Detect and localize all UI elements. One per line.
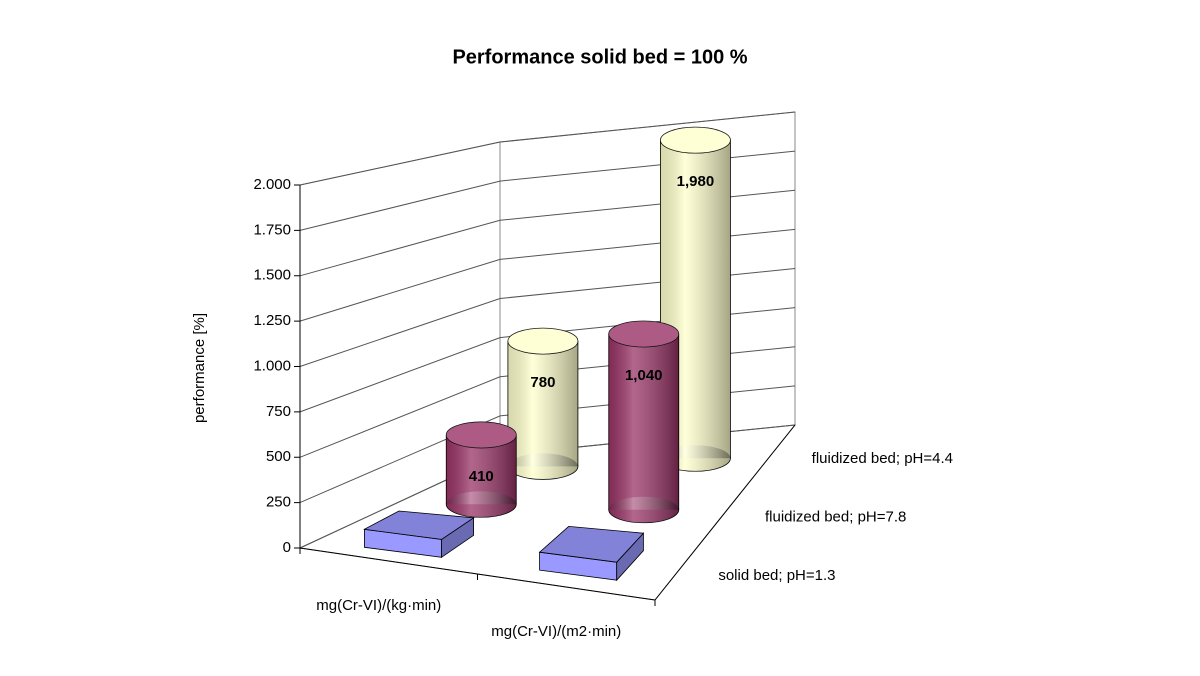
y-tick-label: 1.250 [253, 312, 291, 329]
y-tick-label: 2.000 [253, 176, 291, 193]
bar-top-shade [507, 328, 578, 355]
y-tick-label: 500 [266, 448, 291, 465]
x-tick-label: mg(Cr-VI)/(kg·min) [316, 597, 441, 614]
y-tick-label: 250 [266, 494, 291, 511]
depth-label: fluidized bed; pH=7.8 [765, 508, 906, 525]
bar-top [538, 525, 645, 563]
bar-top [363, 510, 475, 540]
data-label: 1,980 [677, 173, 715, 190]
bar-side-shade [616, 533, 644, 581]
bar-side-shade [441, 517, 474, 558]
bar [363, 510, 475, 559]
depth-label: solid bed; pH=1.3 [718, 567, 835, 584]
bar-top-shade [539, 526, 644, 563]
bar [445, 421, 517, 518]
depth-label: fluidized bed; pH=4.4 [812, 450, 953, 467]
x-tick-label: mg(Cr-VI)/(m2·min) [491, 623, 621, 640]
bar-top [507, 327, 579, 355]
bar [538, 525, 645, 582]
bar-top [660, 126, 731, 154]
grid-line [299, 111, 796, 186]
bar-top [445, 421, 517, 449]
bar-top-shade [660, 127, 731, 154]
bar [507, 327, 579, 480]
y-tick-label: 750 [266, 403, 291, 420]
y-tick-label: 0 [283, 539, 291, 556]
chart-title: Performance solid bed = 100 % [452, 46, 747, 68]
y-tick-label: 1.750 [253, 221, 291, 238]
bar [608, 320, 680, 524]
y-tick-label: 1.000 [253, 357, 291, 374]
data-label: 1,040 [625, 367, 663, 384]
bar-top-shade [364, 511, 474, 540]
bar-top-shade [608, 320, 679, 347]
z-axis [654, 424, 796, 601]
data-label: 780 [530, 374, 555, 391]
y-axis-label: performance [%] [191, 313, 208, 423]
bar-body-shade [507, 341, 578, 467]
y-tick-label: 1.500 [253, 267, 291, 284]
data-label: 410 [469, 468, 494, 485]
bar-top [608, 320, 680, 348]
bar-top-shade [446, 421, 517, 448]
bar-body-shade [608, 333, 679, 510]
